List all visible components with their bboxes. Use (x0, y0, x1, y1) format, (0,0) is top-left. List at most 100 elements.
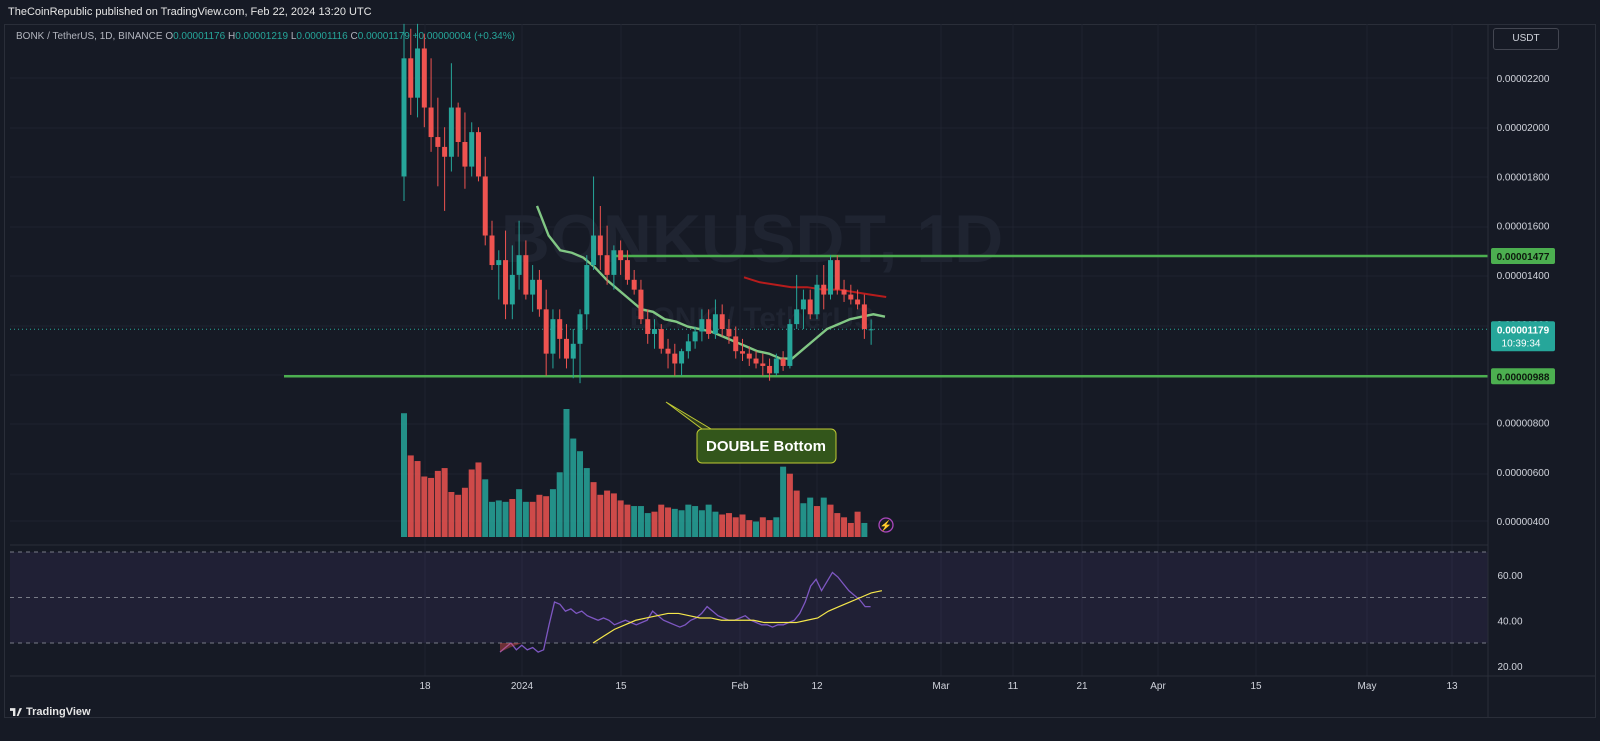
volume-bar (678, 510, 685, 537)
volume-bar (841, 517, 848, 537)
candle-body (685, 341, 691, 352)
candle-body (665, 348, 671, 354)
volume-bar (658, 504, 665, 537)
chart-frame (4, 24, 1596, 718)
candle-body (550, 319, 556, 354)
volume-bar (509, 499, 516, 537)
candle-body (699, 319, 705, 332)
candlesticks[interactable] (401, 23, 874, 384)
y-tick-label: 0.00000400 (1497, 517, 1550, 528)
volume-bar (434, 470, 441, 537)
volume-bar (624, 504, 631, 537)
volume-bar (861, 522, 868, 537)
volume-bar (698, 510, 705, 537)
candle-body (475, 132, 481, 177)
rsi-line (499, 571, 871, 653)
volume-bar (719, 514, 726, 537)
candle-body (597, 235, 603, 256)
volume-bar (570, 438, 577, 537)
currency-button[interactable]: USDT (1493, 28, 1559, 50)
volume-bar (786, 473, 793, 537)
volume-bar (807, 497, 814, 537)
candle-body (604, 255, 610, 275)
volume-bar (705, 504, 712, 537)
volume-bar (753, 521, 760, 537)
candle-body (435, 137, 441, 147)
volume-bar (651, 511, 658, 537)
candle-body (692, 331, 698, 342)
tradingview-logo[interactable]: TradingView (10, 706, 91, 718)
candle-body (509, 274, 515, 305)
candle-body (496, 260, 502, 266)
y-tick-label: 0.00000600 (1497, 468, 1550, 479)
x-tick-label: Feb (731, 681, 749, 692)
horizontal-levels[interactable] (10, 254, 1488, 378)
candle-body (408, 58, 414, 98)
volume-bar (543, 496, 550, 537)
volume-bar (549, 489, 556, 537)
volume-bar (536, 494, 543, 537)
x-tick-label: Mar (932, 681, 950, 692)
candle-body (679, 351, 685, 364)
x-tick-label: 18 (419, 681, 431, 692)
resistance-price-label: 0.00001477 (1497, 252, 1550, 263)
volume-bar (577, 451, 584, 537)
volume-bar (448, 491, 455, 537)
volume-bar (428, 477, 435, 537)
double-bottom-callout[interactable]: DOUBLE Bottom (665, 401, 837, 464)
candle-body (672, 353, 678, 364)
candle-body (503, 260, 509, 305)
candle-body (469, 132, 475, 167)
candle-body (855, 299, 861, 305)
candle-body (543, 309, 549, 354)
candle-body (821, 284, 827, 295)
x-tick-label: 2024 (511, 681, 534, 692)
rsi-tick-label: 60.00 (1497, 571, 1522, 582)
candle-body (421, 48, 427, 108)
candle-body (462, 141, 468, 167)
volume-bar (773, 517, 780, 537)
volume-bar (813, 506, 820, 537)
volume-bar (847, 522, 854, 537)
candle-body (828, 260, 834, 295)
y-tick-label: 0.00002200 (1497, 74, 1550, 85)
y-tick-label: 0.00001400 (1497, 271, 1550, 282)
candle-body (760, 363, 766, 366)
candle-body (591, 235, 597, 266)
volume-bar (692, 506, 699, 537)
volume-bar (671, 508, 678, 537)
support-price-label: 0.00000988 (1497, 372, 1550, 383)
low-value: 0.00001116 (296, 31, 348, 42)
y-tick-label: 0.00002000 (1497, 123, 1550, 134)
candle-body (800, 299, 806, 310)
alert-icon (878, 517, 894, 533)
x-tick-label: 11 (1008, 681, 1019, 692)
publisher-text: TheCoinRepublic published on TradingView… (8, 6, 372, 18)
symbol-watermark: BONKUSDT, 1D BONK / TetherUS (501, 201, 1004, 335)
high-label: H (227, 31, 236, 42)
symbol-title[interactable]: BONK / TetherUS, 1D, BINANCE (16, 31, 163, 42)
volume-bar (631, 506, 638, 537)
volume-bar (516, 489, 523, 537)
candle-body (611, 250, 617, 275)
close-value: 0.00001179 (357, 31, 410, 42)
candle-body (536, 279, 542, 310)
x-tick-label: 15 (615, 681, 627, 692)
volume-bar (766, 520, 773, 537)
candle-body (834, 260, 840, 290)
bolt-icon: ⚡ (880, 519, 892, 532)
candle-body (814, 284, 820, 315)
volume-bar (461, 487, 468, 537)
x-tick-label: Apr (1150, 681, 1166, 692)
candle-body (624, 260, 630, 280)
volume-bar (834, 513, 841, 537)
volume-bar (732, 517, 739, 537)
candle-body (415, 48, 421, 98)
volume-bars (401, 409, 868, 537)
rsi-pane[interactable] (10, 551, 1488, 653)
candle-body (658, 329, 664, 349)
candle-body (794, 309, 800, 325)
candle-body (841, 289, 847, 295)
x-tick-label: 13 (1446, 681, 1458, 692)
